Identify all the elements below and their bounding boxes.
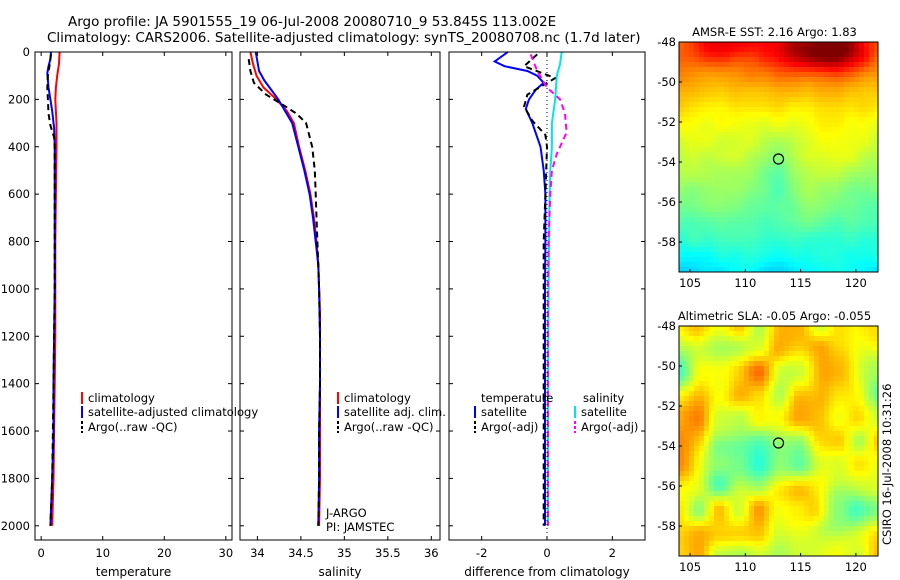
temperature-series-line-1 xyxy=(46,51,56,526)
sla_map-lon-tick-label: 120 xyxy=(845,560,867,574)
side-timestamp-label: CSIRO 16-Jul-2008 10:31:26 xyxy=(880,384,894,545)
temperature-axes-frame xyxy=(34,51,233,541)
sla_map-lat-tick-label: -52 xyxy=(657,399,676,413)
difference-profile-panel: -2 0 2 difference from climatology temperatu… xyxy=(448,51,646,579)
temperature-xtick-label: 30 xyxy=(219,546,234,560)
sst_map-heatmap xyxy=(679,42,879,273)
depth-tick-label: 1000 xyxy=(1,282,30,296)
sla_map-lat-tick-label: -54 xyxy=(657,439,676,453)
salinity-axes-frame xyxy=(239,51,441,541)
temp-legend-climatology-label: climatology xyxy=(88,391,155,405)
depth-tick-label: 1400 xyxy=(1,377,30,391)
temperature-xtick-label: 20 xyxy=(157,546,172,560)
sla_map-lon-tick-label: 115 xyxy=(790,560,812,574)
depth-tick-label: 2000 xyxy=(1,519,30,533)
salinity-xtick-label: 36 xyxy=(424,546,439,560)
sst_map-argo-location-marker xyxy=(772,153,785,165)
diff-legend-sal-argo-label: Argo(-adj) xyxy=(581,420,638,434)
sst_map-map-frame xyxy=(678,41,879,273)
temp-legend-satellite-label: satellite-adjusted climatology xyxy=(88,405,258,419)
sst_map-lat-tick-label: -54 xyxy=(657,155,676,169)
temp-legend-argo-label: Argo(..raw -QC) xyxy=(88,420,178,434)
sal-legend-climatology-label: climatology xyxy=(344,391,411,405)
difference-series-line-1 xyxy=(522,53,558,526)
sla_map-lat-tick-label: -56 xyxy=(657,479,676,493)
salinity-xtick-label: 34 xyxy=(250,546,265,560)
sst_map-map-title: AMSR-E SST: 2.16 Argo: 1.83 xyxy=(692,25,857,39)
diff-legend-temp-argo-label: Argo(-adj) xyxy=(481,420,538,434)
temperature-profile-panel: 0 10 20 30 temperature 0 200 400 600 800 1000 1200 1… xyxy=(1,45,259,579)
sla_map-lon-tick-label: 110 xyxy=(734,560,756,574)
diff-legend-temperature-title: temperature xyxy=(481,391,553,405)
figure-title-line1: Argo profile: JA 5901555_19 06-Jul-2008 … xyxy=(68,14,556,30)
sla_map-lat-tick-label: -50 xyxy=(657,359,676,373)
difference-xtick-label: -2 xyxy=(476,546,487,560)
temperature-xtick-label: 0 xyxy=(37,546,44,560)
temperature-xtick-label: 10 xyxy=(95,546,110,560)
salinity-xtick-label: 35 xyxy=(337,546,352,560)
sst-map-panel: AMSR-E SST: 2.16 Argo: 1.83 105 110 115 120 -… xyxy=(657,25,879,290)
difference-x-axis-label: difference from climatology xyxy=(464,565,630,579)
sal-legend-satellite-label: satellite adj. clim. xyxy=(344,405,446,419)
sst_map-lat-tick-label: -56 xyxy=(657,195,676,209)
sal-legend-argo-label: Argo(..raw -QC) xyxy=(344,420,434,434)
salinity-x-axis-label: salinity xyxy=(318,565,361,579)
sst_map-lat-tick-label: -52 xyxy=(657,115,676,129)
difference-series-line-3 xyxy=(529,54,568,526)
sst_map-lat-tick-label: -50 xyxy=(657,75,676,89)
sst_map-lon-tick-label: 110 xyxy=(734,276,756,290)
salinity-series-line-1 xyxy=(254,51,321,526)
sst_map-lon-tick-label: 105 xyxy=(679,276,701,290)
diff-legend-sal-satellite-label: satellite xyxy=(581,405,627,419)
depth-tick-label: 800 xyxy=(8,235,30,249)
difference-xtick-label: 2 xyxy=(609,546,616,560)
temperature-x-axis-label: temperature xyxy=(96,565,171,579)
depth-tick-label: 0 xyxy=(23,45,30,59)
sst_map-lon-tick-label: 115 xyxy=(790,276,812,290)
difference-series-line-0 xyxy=(492,51,547,526)
sla_map-heatmap xyxy=(679,326,879,557)
salinity-series-line-0 xyxy=(249,51,321,526)
difference-series-line-2 xyxy=(547,51,563,526)
depth-tick-label: 1600 xyxy=(1,424,30,438)
sla_map-map-title: Altimetric SLA: -0.05 Argo: -0.055 xyxy=(678,309,871,323)
temperature-series-line-2 xyxy=(46,54,56,526)
diff-legend-salinity-title: salinity xyxy=(583,391,624,405)
difference-xtick-label: 0 xyxy=(543,546,550,560)
sst_map-lat-tick-label: -48 xyxy=(657,35,676,49)
sst_map-lat-tick-label: -58 xyxy=(657,235,676,249)
depth-tick-label: 200 xyxy=(8,92,30,106)
depth-tick-label: 400 xyxy=(8,140,30,154)
salinity-series-line-2 xyxy=(247,58,321,526)
sla_map-lat-tick-label: -48 xyxy=(657,319,676,333)
sla_map-argo-location-marker xyxy=(772,437,785,449)
argo-program-annotation: J-ARGO xyxy=(325,506,367,520)
diff-legend-temp-satellite-label: satellite xyxy=(481,405,527,419)
sla_map-map-frame xyxy=(678,325,879,557)
salinity-xtick-label: 34.5 xyxy=(288,546,314,560)
figure-title-line2: Climatology: CARS2006. Satellite-adjuste… xyxy=(47,30,640,46)
argo-pi-annotation: PI: JAMSTEC xyxy=(326,520,394,534)
depth-tick-label: 1800 xyxy=(1,471,30,485)
sst_map-lon-tick-label: 120 xyxy=(845,276,867,290)
depth-tick-label: 1200 xyxy=(1,329,30,343)
salinity-xtick-label: 35.5 xyxy=(375,546,401,560)
salinity-profile-panel: 34 34.5 35 35.5 36 salinity climatologysatelli… xyxy=(239,51,446,579)
sla_map-lat-tick-label: -58 xyxy=(657,519,676,533)
sla-map-panel: Altimetric SLA: -0.05 Argo: -0.055 105 110… xyxy=(657,309,879,574)
depth-tick-label: 600 xyxy=(8,187,30,201)
sla_map-lon-tick-label: 105 xyxy=(679,560,701,574)
